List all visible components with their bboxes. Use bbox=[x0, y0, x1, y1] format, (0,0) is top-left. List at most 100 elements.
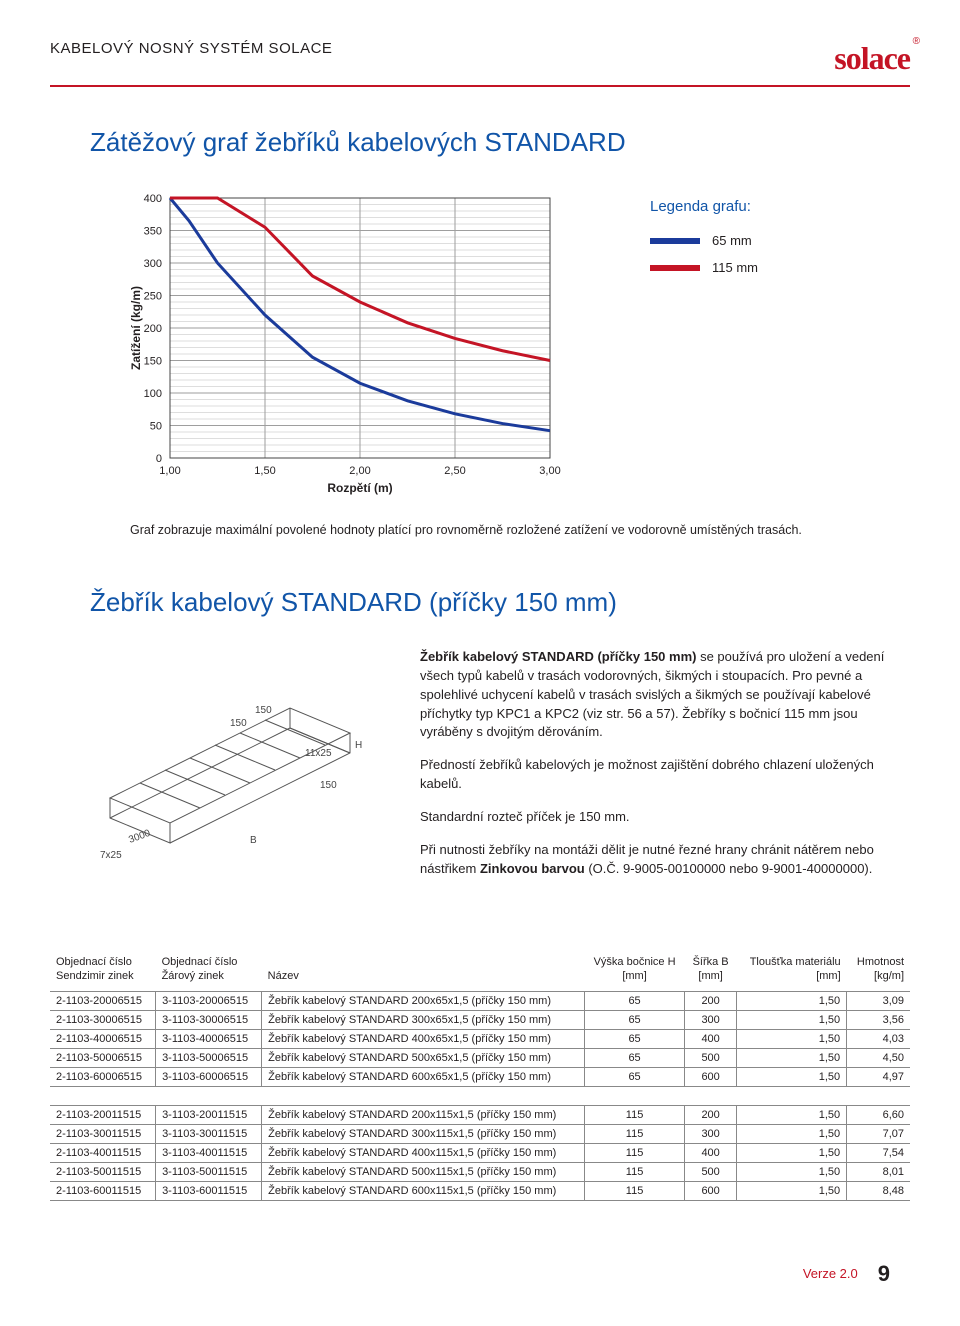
table-cell: 2-1103-30011515 bbox=[50, 1124, 156, 1143]
logo-text: solace bbox=[834, 40, 910, 77]
dim-pitch1: 150 bbox=[255, 705, 272, 716]
table-cell: 2-1103-20011515 bbox=[50, 1105, 156, 1124]
table-cell: 3-1103-20006515 bbox=[156, 991, 262, 1010]
svg-text:350: 350 bbox=[144, 226, 162, 238]
table-row: 2-1103-200115153-1103-20011515Žebřík kab… bbox=[50, 1105, 910, 1124]
chart-legend: Legenda grafu: 65 mm 115 mm bbox=[650, 188, 758, 287]
table-cell: 600 bbox=[685, 1067, 737, 1086]
table-cell: 1,50 bbox=[736, 1048, 846, 1067]
dim-pitch2: 150 bbox=[230, 718, 247, 729]
table-cell: 3,09 bbox=[847, 991, 910, 1010]
svg-text:50: 50 bbox=[150, 421, 162, 433]
dim-prof1: 7x25 bbox=[100, 850, 122, 861]
product-description: Žebřík kabelový STANDARD (příčky 150 mm)… bbox=[420, 648, 910, 892]
legend-swatch bbox=[650, 265, 700, 271]
table-cell: 1,50 bbox=[736, 1124, 846, 1143]
table-cell: 400 bbox=[685, 1143, 737, 1162]
table-cell: 500 bbox=[685, 1048, 737, 1067]
table-cell: 3-1103-60011515 bbox=[156, 1181, 262, 1200]
header-divider bbox=[50, 85, 910, 87]
table-row: 2-1103-300065153-1103-30006515Žebřík kab… bbox=[50, 1010, 910, 1029]
table-cell: 500 bbox=[685, 1162, 737, 1181]
table-cell: 8,48 bbox=[847, 1181, 910, 1200]
footer-page-number: 9 bbox=[878, 1261, 890, 1287]
svg-text:400: 400 bbox=[144, 193, 162, 205]
registered-icon: ® bbox=[913, 36, 920, 47]
footer-version: Verze 2.0 bbox=[803, 1266, 858, 1281]
table-cell: 115 bbox=[584, 1162, 685, 1181]
legend-label: 115 mm bbox=[712, 260, 758, 275]
table-cell: 1,50 bbox=[736, 1105, 846, 1124]
dim-w: 150 bbox=[320, 780, 337, 791]
svg-text:300: 300 bbox=[144, 258, 162, 270]
table-cell: 65 bbox=[584, 1010, 685, 1029]
legend-swatch bbox=[650, 238, 700, 244]
table-cell: Žebřík kabelový STANDARD 600x65x1,5 (pří… bbox=[262, 1067, 585, 1086]
table-cell: 600 bbox=[685, 1181, 737, 1200]
table-cell: 200 bbox=[685, 1105, 737, 1124]
table-row: 2-1103-500115153-1103-50011515Žebřík kab… bbox=[50, 1162, 910, 1181]
dim-prof2: 11x25 bbox=[305, 748, 332, 759]
table-cell: 3-1103-40006515 bbox=[156, 1029, 262, 1048]
product-table: Objednací čísloSendzimir zinekObjednací … bbox=[50, 952, 910, 1200]
desc-lead: Žebřík kabelový STANDARD (příčky 150 mm) bbox=[420, 649, 696, 664]
table-cell: 65 bbox=[584, 1048, 685, 1067]
table-row: 2-1103-200065153-1103-20006515Žebřík kab… bbox=[50, 991, 910, 1010]
table-row: 2-1103-600115153-1103-60011515Žebřík kab… bbox=[50, 1181, 910, 1200]
table-cell: 3-1103-40011515 bbox=[156, 1143, 262, 1162]
table-cell: 1,50 bbox=[736, 1067, 846, 1086]
table-cell: 3-1103-20011515 bbox=[156, 1105, 262, 1124]
chart-section-title: Zátěžový graf žebříků kabelových STANDAR… bbox=[90, 127, 910, 158]
doc-header-title: KABELOVÝ NOSNÝ SYSTÉM SOLACE bbox=[50, 40, 332, 57]
table-cell: 65 bbox=[584, 1029, 685, 1048]
table-cell: 7,54 bbox=[847, 1143, 910, 1162]
table-cell: 1,50 bbox=[736, 1162, 846, 1181]
svg-text:250: 250 bbox=[144, 291, 162, 303]
table-cell: Žebřík kabelový STANDARD 500x115x1,5 (př… bbox=[262, 1162, 585, 1181]
table-cell: 2-1103-60006515 bbox=[50, 1067, 156, 1086]
table-header: Objednací čísloŽárový zinek bbox=[156, 952, 262, 991]
table-cell: 1,50 bbox=[736, 1143, 846, 1162]
legend-label: 65 mm bbox=[712, 233, 752, 248]
table-cell: 65 bbox=[584, 1067, 685, 1086]
table-cell: 7,07 bbox=[847, 1124, 910, 1143]
table-header: Tloušťka materiálu[mm] bbox=[736, 952, 846, 991]
svg-text:0: 0 bbox=[156, 453, 162, 465]
table-cell: 2-1103-50011515 bbox=[50, 1162, 156, 1181]
table-cell: 2-1103-30006515 bbox=[50, 1010, 156, 1029]
table-row: 2-1103-400115153-1103-40011515Žebřík kab… bbox=[50, 1143, 910, 1162]
desc-p2: Předností žebříků kabelových je možnost … bbox=[420, 756, 910, 794]
table-cell: 200 bbox=[685, 991, 737, 1010]
table-cell: 3-1103-60006515 bbox=[156, 1067, 262, 1086]
table-header: Hmotnost[kg/m] bbox=[847, 952, 910, 991]
table-cell: Žebřík kabelový STANDARD 400x115x1,5 (př… bbox=[262, 1143, 585, 1162]
table-cell: Žebřík kabelový STANDARD 400x65x1,5 (pří… bbox=[262, 1029, 585, 1048]
desc-p4b: Zinkovou barvou bbox=[480, 861, 585, 876]
table-cell: Žebřík kabelový STANDARD 200x115x1,5 (př… bbox=[262, 1105, 585, 1124]
svg-text:3,00: 3,00 bbox=[539, 465, 560, 477]
svg-text:1,00: 1,00 bbox=[159, 465, 180, 477]
table-cell: 1,50 bbox=[736, 991, 846, 1010]
table-header: Šířka B[mm] bbox=[685, 952, 737, 991]
table-cell: 3-1103-50011515 bbox=[156, 1162, 262, 1181]
dim-h: H bbox=[355, 740, 362, 751]
table-cell: 1,50 bbox=[736, 1181, 846, 1200]
table-cell: 115 bbox=[584, 1124, 685, 1143]
legend-title: Legenda grafu: bbox=[650, 198, 758, 215]
table-header: Objednací čísloSendzimir zinek bbox=[50, 952, 156, 991]
svg-text:100: 100 bbox=[144, 388, 162, 400]
table-cell: 115 bbox=[584, 1143, 685, 1162]
table-cell: Žebřík kabelový STANDARD 300x65x1,5 (pří… bbox=[262, 1010, 585, 1029]
product-title: Žebřík kabelový STANDARD (příčky 150 mm) bbox=[90, 587, 910, 618]
table-cell: 4,03 bbox=[847, 1029, 910, 1048]
desc-p4c: (O.Č. 9-9005-00100000 nebo 9-9001-400000… bbox=[585, 861, 873, 876]
table-cell: 4,50 bbox=[847, 1048, 910, 1067]
dim-b: B bbox=[250, 835, 257, 846]
table-cell: 2-1103-40011515 bbox=[50, 1143, 156, 1162]
table-header: Název bbox=[262, 952, 585, 991]
table-cell: Žebřík kabelový STANDARD 600x115x1,5 (př… bbox=[262, 1181, 585, 1200]
legend-item: 65 mm bbox=[650, 233, 758, 248]
table-cell: Žebřík kabelový STANDARD 500x65x1,5 (pří… bbox=[262, 1048, 585, 1067]
table-row: 2-1103-500065153-1103-50006515Žebřík kab… bbox=[50, 1048, 910, 1067]
product-diagram: 3000 7x25 11x25 150 150 150 H B bbox=[90, 648, 390, 868]
